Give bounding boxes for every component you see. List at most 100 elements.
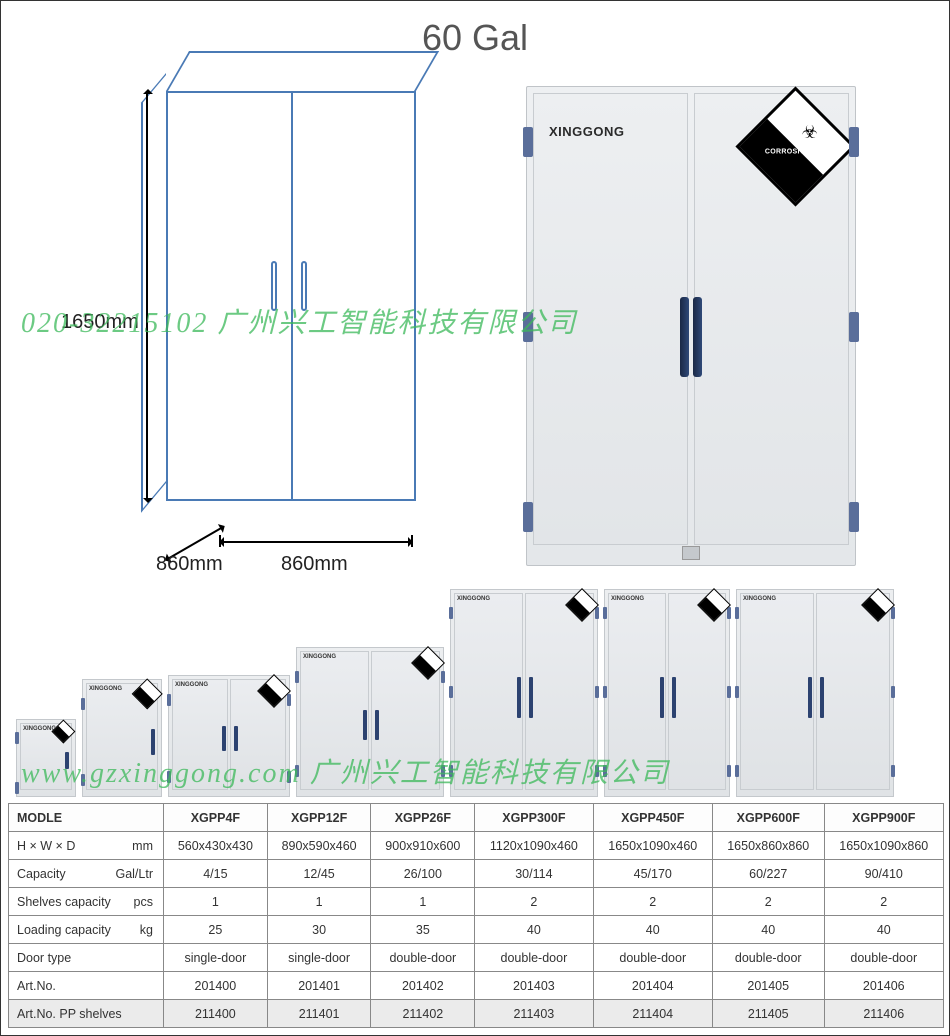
spec-cell: 25: [164, 916, 268, 944]
hinge-icon: [81, 774, 85, 786]
hinge-icon: [727, 607, 731, 619]
spec-cell: 45/170: [593, 860, 712, 888]
hinge-icon: [891, 765, 895, 777]
row-label: Art.No.: [9, 972, 164, 1000]
spec-cell: 12/45: [267, 860, 371, 888]
lineup-cabinet-1: XINGGONG: [82, 679, 162, 797]
corrosive-hazard-icon: [866, 593, 890, 617]
spec-cell: 26/100: [371, 860, 475, 888]
hinge-icon: [603, 765, 607, 777]
spec-cell: 211402: [371, 1000, 475, 1028]
spec-cell: 60/227: [712, 860, 824, 888]
lineup-cabinet-2: XINGGONG: [168, 675, 290, 797]
spec-cell: single-door: [164, 944, 268, 972]
spec-cell: 2: [475, 888, 593, 916]
row-label: Art.No. PP shelves: [9, 1000, 164, 1028]
spec-cell: 40: [712, 916, 824, 944]
brand-label: XINGGONG: [743, 596, 776, 602]
cabinet-door-left: XINGGONG: [533, 93, 688, 545]
door-handle-right: [375, 710, 379, 740]
col-header-XGPP300F: XGPP300F: [475, 804, 593, 832]
row-label: CapacityGal/Ltr: [9, 860, 164, 888]
hinge-icon: [523, 502, 533, 532]
cabinet-door-left: [454, 593, 523, 790]
spec-cell: 40: [824, 916, 943, 944]
door-handle: [65, 752, 69, 769]
spec-cell: 1: [164, 888, 268, 916]
width-label: 860mm: [281, 553, 348, 576]
corrosive-hazard-icon: [416, 651, 440, 675]
product-spec-page: 60 Gal 1650mm 860mm 860mm XINGGONG ☣ COR…: [0, 0, 950, 1036]
dimension-diagram: 1650mm 860mm 860mm: [66, 81, 416, 561]
spec-cell: double-door: [475, 944, 593, 972]
cabinet-door-left: [740, 593, 814, 790]
door-handle-right: [529, 677, 533, 719]
handle-right: [301, 261, 307, 311]
spec-cell: 1650x1090x860: [824, 832, 943, 860]
col-header-XGPP12F: XGPP12F: [267, 804, 371, 832]
spec-cell: 2: [824, 888, 943, 916]
lineup-cabinet-0: XINGGONG: [16, 719, 76, 797]
hinge-icon: [167, 771, 171, 783]
col-header-XGPP26F: XGPP26F: [371, 804, 475, 832]
row-label: H × W × Dmm: [9, 832, 164, 860]
hinge-icon: [449, 686, 453, 698]
spec-cell: 1120x1090x460: [475, 832, 593, 860]
spec-cell: 35: [371, 916, 475, 944]
hinge-icon: [523, 312, 533, 342]
hinge-icon: [735, 607, 739, 619]
spec-cell: 201401: [267, 972, 371, 1000]
row-label: Loading capacitykg: [9, 916, 164, 944]
spec-cell: 1650x1090x460: [593, 832, 712, 860]
cabinet-door-left: [300, 651, 369, 790]
hinge-icon: [295, 671, 299, 683]
product-lineup: XINGGONGXINGGONGXINGGONGXINGGONGXINGGONG…: [16, 587, 936, 797]
cabinet-door-right: [816, 593, 890, 790]
handle-left: [271, 261, 277, 311]
spec-cell: double-door: [593, 944, 712, 972]
door-handle-right: [234, 726, 238, 750]
door-handle-right: [693, 297, 702, 377]
spec-cell: 1650x860x860: [712, 832, 824, 860]
spec-cell: 211401: [267, 1000, 371, 1028]
dim-tick: [411, 535, 413, 547]
hinge-icon: [735, 765, 739, 777]
hinge-icon: [81, 698, 85, 710]
hinge-icon: [449, 607, 453, 619]
hinge-icon: [603, 686, 607, 698]
spec-cell: 30/114: [475, 860, 593, 888]
spec-cell: 201406: [824, 972, 943, 1000]
hinge-icon: [449, 765, 453, 777]
depth-label: 860mm: [156, 553, 223, 576]
door-split-line: [291, 91, 293, 501]
door-handle-right: [672, 677, 676, 719]
cabinet-top-face: [166, 51, 439, 91]
hinge-icon: [287, 771, 291, 783]
lineup-cabinet-4: XINGGONG: [450, 589, 598, 797]
hinge-icon: [891, 686, 895, 698]
page-title: 60 Gal: [1, 17, 949, 59]
door-handle-left: [680, 297, 689, 377]
spec-cell: 30: [267, 916, 371, 944]
spec-cell: double-door: [371, 944, 475, 972]
corrosive-hazard-icon: [55, 723, 72, 740]
row-label: Door type: [9, 944, 164, 972]
spec-cell: 211404: [593, 1000, 712, 1028]
col-header-XGPP450F: XGPP450F: [593, 804, 712, 832]
spec-cell: single-door: [267, 944, 371, 972]
hinge-icon: [595, 765, 599, 777]
hinge-icon: [167, 694, 171, 706]
door-handle: [151, 729, 155, 755]
hinge-icon: [595, 607, 599, 619]
lineup-cabinet-3: XINGGONG: [296, 647, 444, 797]
spec-cell: 201405: [712, 972, 824, 1000]
hinge-icon: [603, 607, 607, 619]
spec-cell: 201402: [371, 972, 475, 1000]
col-header-XGPP600F: XGPP600F: [712, 804, 824, 832]
corrosive-hazard-icon: [570, 593, 594, 617]
col-header-model: MODLE: [9, 804, 164, 832]
hinge-icon: [849, 502, 859, 532]
spec-cell: 211403: [475, 1000, 593, 1028]
corrosive-hazard-icon: [136, 683, 158, 705]
cabinet-door-left: [608, 593, 666, 790]
